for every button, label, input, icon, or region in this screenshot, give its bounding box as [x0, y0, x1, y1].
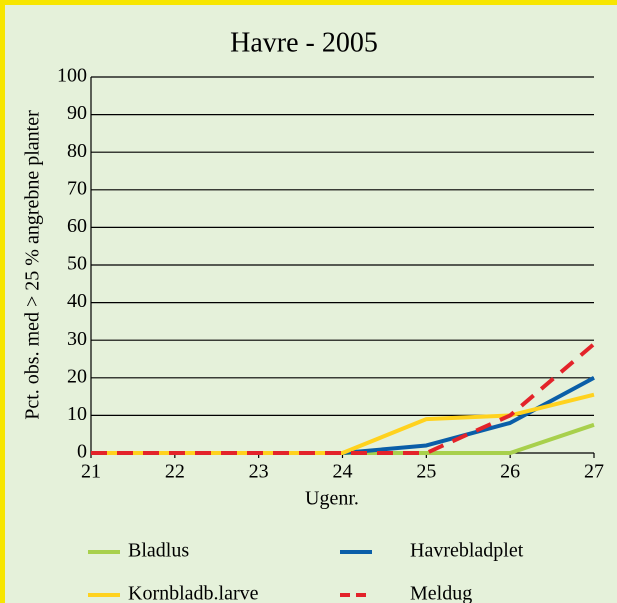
- x-tick-label: 21: [81, 461, 101, 483]
- y-tick-label: 70: [67, 177, 87, 199]
- legend-label: Havrebladplet: [410, 540, 524, 562]
- x-tick-label: 22: [165, 461, 185, 483]
- background: [5, 5, 617, 603]
- y-tick-label: 80: [67, 140, 87, 162]
- x-tick-label: 27: [584, 461, 604, 483]
- y-tick-label: 0: [77, 441, 87, 463]
- chart-title: Havre - 2005: [230, 27, 378, 58]
- y-tick-label: 30: [67, 328, 87, 350]
- x-tick-label: 23: [249, 461, 269, 483]
- x-tick-label: 25: [416, 461, 436, 483]
- legend-label: Meldug: [410, 583, 472, 603]
- y-tick-label: 100: [57, 65, 87, 87]
- y-axis-label: Pct. obs. med > 25 % angrebne planter: [22, 110, 44, 420]
- y-tick-label: 20: [67, 365, 87, 387]
- y-tick-label: 40: [67, 290, 87, 312]
- x-tick-label: 24: [333, 461, 353, 483]
- legend-label: Bladlus: [128, 540, 189, 562]
- y-tick-label: 50: [67, 253, 87, 275]
- x-axis-label: Ugenr.: [305, 488, 359, 510]
- x-tick-label: 26: [500, 461, 520, 483]
- y-tick-label: 90: [67, 102, 87, 124]
- y-tick-label: 10: [67, 403, 87, 425]
- y-tick-label: 60: [67, 215, 87, 237]
- legend-label: Kornbladb.larve: [128, 583, 259, 603]
- series-line: [91, 342, 596, 455]
